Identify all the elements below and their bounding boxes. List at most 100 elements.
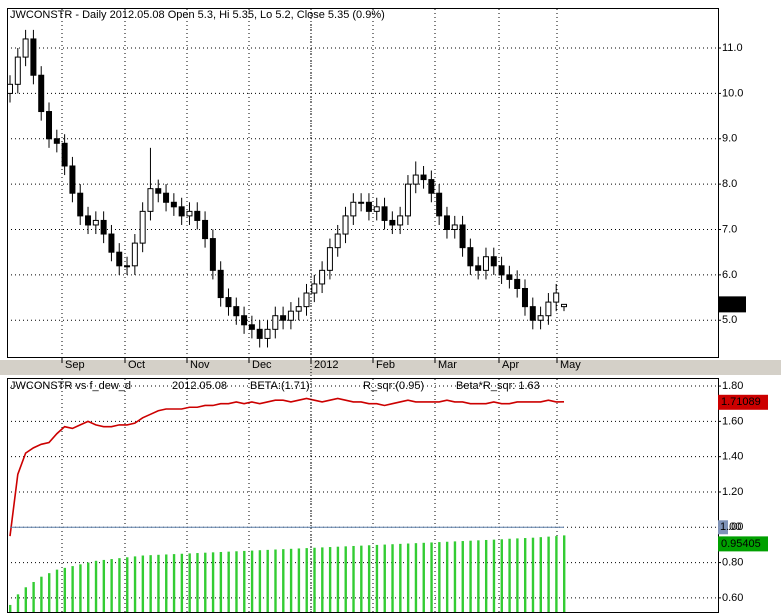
candle-body bbox=[420, 174, 427, 181]
rsqr-bar bbox=[469, 540, 472, 612]
rsqr-bar bbox=[227, 551, 230, 612]
rsqr-bar bbox=[328, 547, 332, 612]
candle-body bbox=[108, 233, 115, 253]
x-tick-label: Oct bbox=[128, 359, 145, 371]
y-tick-label: 1.80 bbox=[722, 380, 743, 392]
candle-body bbox=[22, 38, 29, 58]
candle-body bbox=[61, 142, 68, 167]
candle-body bbox=[131, 242, 138, 267]
rsqr-bar bbox=[563, 535, 566, 612]
candle-body bbox=[514, 278, 521, 289]
candle-body bbox=[272, 315, 279, 330]
candle-body bbox=[186, 210, 193, 217]
x-tick-label: Mar bbox=[438, 359, 457, 371]
candle-body bbox=[170, 201, 177, 208]
rsqr-bar bbox=[508, 538, 511, 612]
legend-entry: BETA:(1.71) bbox=[250, 380, 310, 392]
candle-body bbox=[248, 324, 255, 330]
candle-body bbox=[124, 265, 131, 268]
rsqr-bar bbox=[406, 543, 410, 612]
rsqr-bar bbox=[414, 543, 418, 612]
x-tick-label: Apr bbox=[502, 359, 519, 371]
beta-line bbox=[9, 397, 565, 537]
rsqr-bar bbox=[289, 548, 293, 612]
candle-body bbox=[342, 215, 349, 235]
rsqr-bar bbox=[282, 549, 285, 612]
candle-body bbox=[209, 238, 216, 271]
candle-body bbox=[233, 306, 240, 317]
rsqr-bar bbox=[87, 562, 90, 612]
rsqr-bar bbox=[555, 536, 558, 612]
x-tick-label: Feb bbox=[376, 359, 395, 371]
beta-value-label: 1.71089 bbox=[721, 396, 761, 408]
y-tick-label: 5.0 bbox=[722, 314, 737, 326]
rsqr-bar bbox=[180, 553, 184, 612]
candle-body bbox=[490, 256, 497, 267]
candle-body bbox=[46, 111, 53, 140]
candle-body bbox=[428, 179, 435, 194]
rsqr-bar bbox=[445, 541, 449, 612]
beta-title: JWCONSTR vs f_dew_d bbox=[10, 380, 131, 392]
candle-body bbox=[506, 274, 513, 280]
rsqr-bar bbox=[24, 587, 28, 612]
candle-body bbox=[311, 283, 318, 294]
candle-body bbox=[69, 165, 76, 194]
rsqr-bar bbox=[32, 581, 35, 612]
candle-body bbox=[545, 301, 552, 317]
rsqr-bar bbox=[523, 538, 527, 612]
rsqr-bar bbox=[141, 555, 145, 612]
y-tick-label: 0.80 bbox=[722, 556, 743, 568]
rsqr-value-label: 0.95405 bbox=[721, 538, 761, 550]
rsqr-bar bbox=[547, 536, 550, 612]
candle-body bbox=[397, 215, 404, 226]
rsqr-bar bbox=[110, 559, 113, 612]
rsqr-bar bbox=[305, 548, 308, 612]
rsqr-bar bbox=[360, 545, 363, 612]
y-tick-label: 11.0 bbox=[722, 42, 743, 54]
candle-body bbox=[14, 56, 21, 85]
rsqr-bar bbox=[211, 552, 215, 612]
x-tick-label: Dec bbox=[252, 359, 272, 371]
x-tick-label: 2012 bbox=[314, 359, 338, 371]
candle-body bbox=[92, 219, 99, 226]
candle-body bbox=[139, 210, 146, 244]
candle-body bbox=[443, 215, 450, 231]
rsqr-bar bbox=[243, 550, 246, 612]
candle-body bbox=[412, 174, 419, 185]
rsqr-bar bbox=[516, 538, 519, 612]
y-tick-label: 7.0 bbox=[722, 223, 737, 235]
rsqr-bar bbox=[383, 544, 386, 612]
rsqr-bar bbox=[391, 544, 394, 612]
candle-body bbox=[77, 192, 84, 217]
rsqr-bar bbox=[172, 554, 176, 612]
candle-body bbox=[264, 328, 271, 339]
candle-body bbox=[436, 192, 443, 217]
candle-body bbox=[561, 303, 567, 308]
rsqr-bar bbox=[188, 553, 191, 612]
candle-body bbox=[280, 315, 287, 321]
rsqr-bar bbox=[9, 604, 12, 612]
candle-body bbox=[365, 201, 372, 212]
rsqr-bar bbox=[375, 544, 379, 612]
rsqr-bar bbox=[219, 551, 223, 612]
rsqr-bar bbox=[438, 542, 441, 612]
rsqr-bar bbox=[94, 560, 98, 612]
candle-body bbox=[475, 265, 482, 271]
reference-value-label: 1.00 bbox=[720, 521, 741, 533]
candle-body bbox=[163, 192, 170, 203]
rsqr-bar bbox=[321, 547, 324, 612]
candle-body bbox=[498, 265, 505, 276]
candle-body bbox=[326, 247, 333, 271]
rsqr-bar bbox=[118, 558, 121, 612]
rsqr-bar bbox=[63, 567, 67, 612]
x-tick-label: Nov bbox=[190, 359, 210, 371]
candle-body bbox=[7, 83, 13, 94]
candle-body bbox=[467, 247, 474, 267]
rsqr-bar bbox=[126, 557, 129, 612]
rsqr-bar bbox=[461, 541, 464, 612]
price-panel-frame bbox=[7, 8, 719, 358]
y-tick-label: 1.40 bbox=[722, 451, 743, 463]
legend-entry: Beta*R_sqr: 1.63 bbox=[456, 380, 540, 392]
candle-body bbox=[225, 297, 232, 308]
